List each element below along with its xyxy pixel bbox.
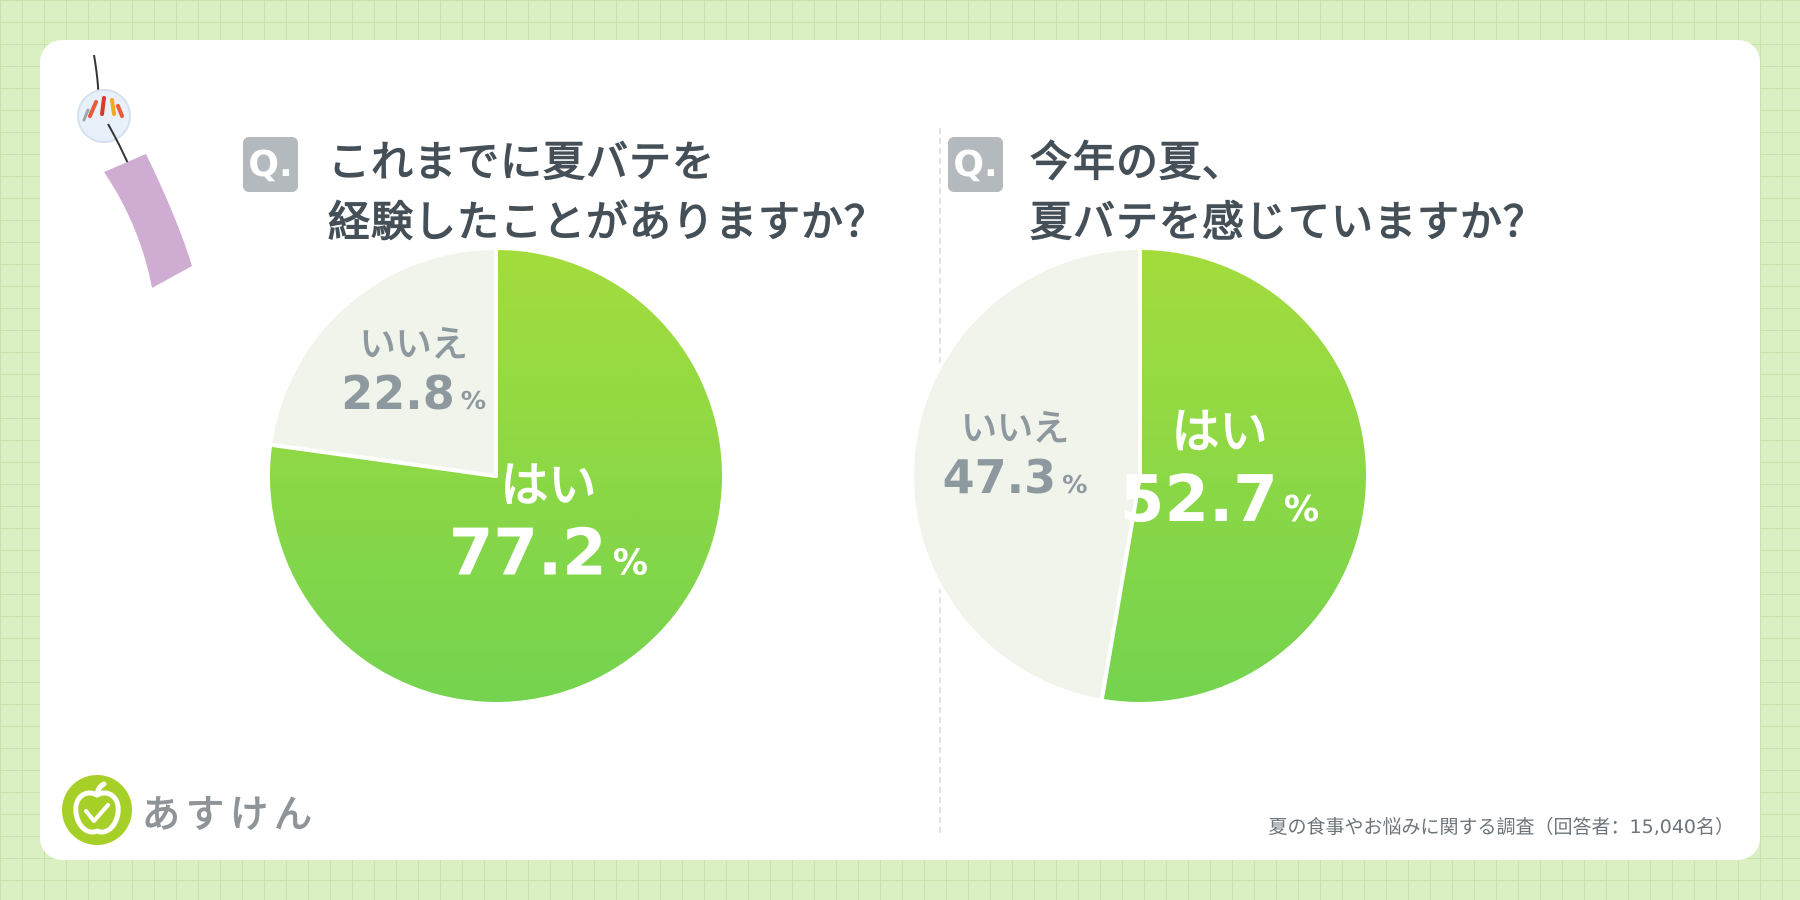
- survey-card: Q. これまでに夏バテを 経験したことがありますか？ はい 77.2% いいえ 22.…: [40, 40, 1760, 860]
- wind-chime-icon: [77, 54, 192, 288]
- apple-logo-icon: [62, 775, 132, 845]
- question-panel-1: Q. これまでに夏バテを 経験したことがありますか？ はい 77.2% いいえ 22.…: [40, 40, 900, 860]
- question-title-line: 夏バテを感じていますか？: [1030, 197, 1547, 246]
- slice-label-yes: はい: [1172, 404, 1268, 460]
- slice-value-no: 47.3%: [943, 450, 1088, 504]
- question-title-line: 経験したことがありますか？: [328, 197, 888, 246]
- slice-value-no: 22.8%: [341, 366, 486, 420]
- question-badge: Q.: [243, 137, 298, 192]
- question-badge: Q.: [948, 137, 1003, 192]
- slice-label-no: いいえ: [961, 408, 1069, 449]
- survey-footnote: 夏の食事やお悩みに関する調査（回答者：15,040名）: [1268, 816, 1734, 838]
- slice-label-no: いいえ: [360, 324, 468, 365]
- question-title: これまでに夏バテを 経験したことがありますか？: [328, 132, 887, 252]
- slice-value-yes: 77.2%: [449, 517, 648, 591]
- question-panel-2: Q. 今年の夏、 夏バテを感じていますか？ はい 52.7% いいえ 47.3%: [900, 40, 1760, 860]
- question-title-line: これまでに夏バテを: [328, 137, 716, 186]
- slice-label-yes: はい: [500, 457, 596, 513]
- pie-slice-no: [910, 246, 1142, 703]
- question-title: 今年の夏、 夏バテを感じていますか？: [1030, 132, 1546, 252]
- slice-value-yes: 52.7%: [1120, 463, 1319, 537]
- brand: あすけん: [62, 775, 318, 845]
- question-title-line: 今年の夏、: [1030, 137, 1246, 186]
- brand-name: あすけん: [142, 791, 319, 836]
- pie-slice-yes: [1099, 246, 1370, 706]
- pie-slice-no: [268, 246, 498, 478]
